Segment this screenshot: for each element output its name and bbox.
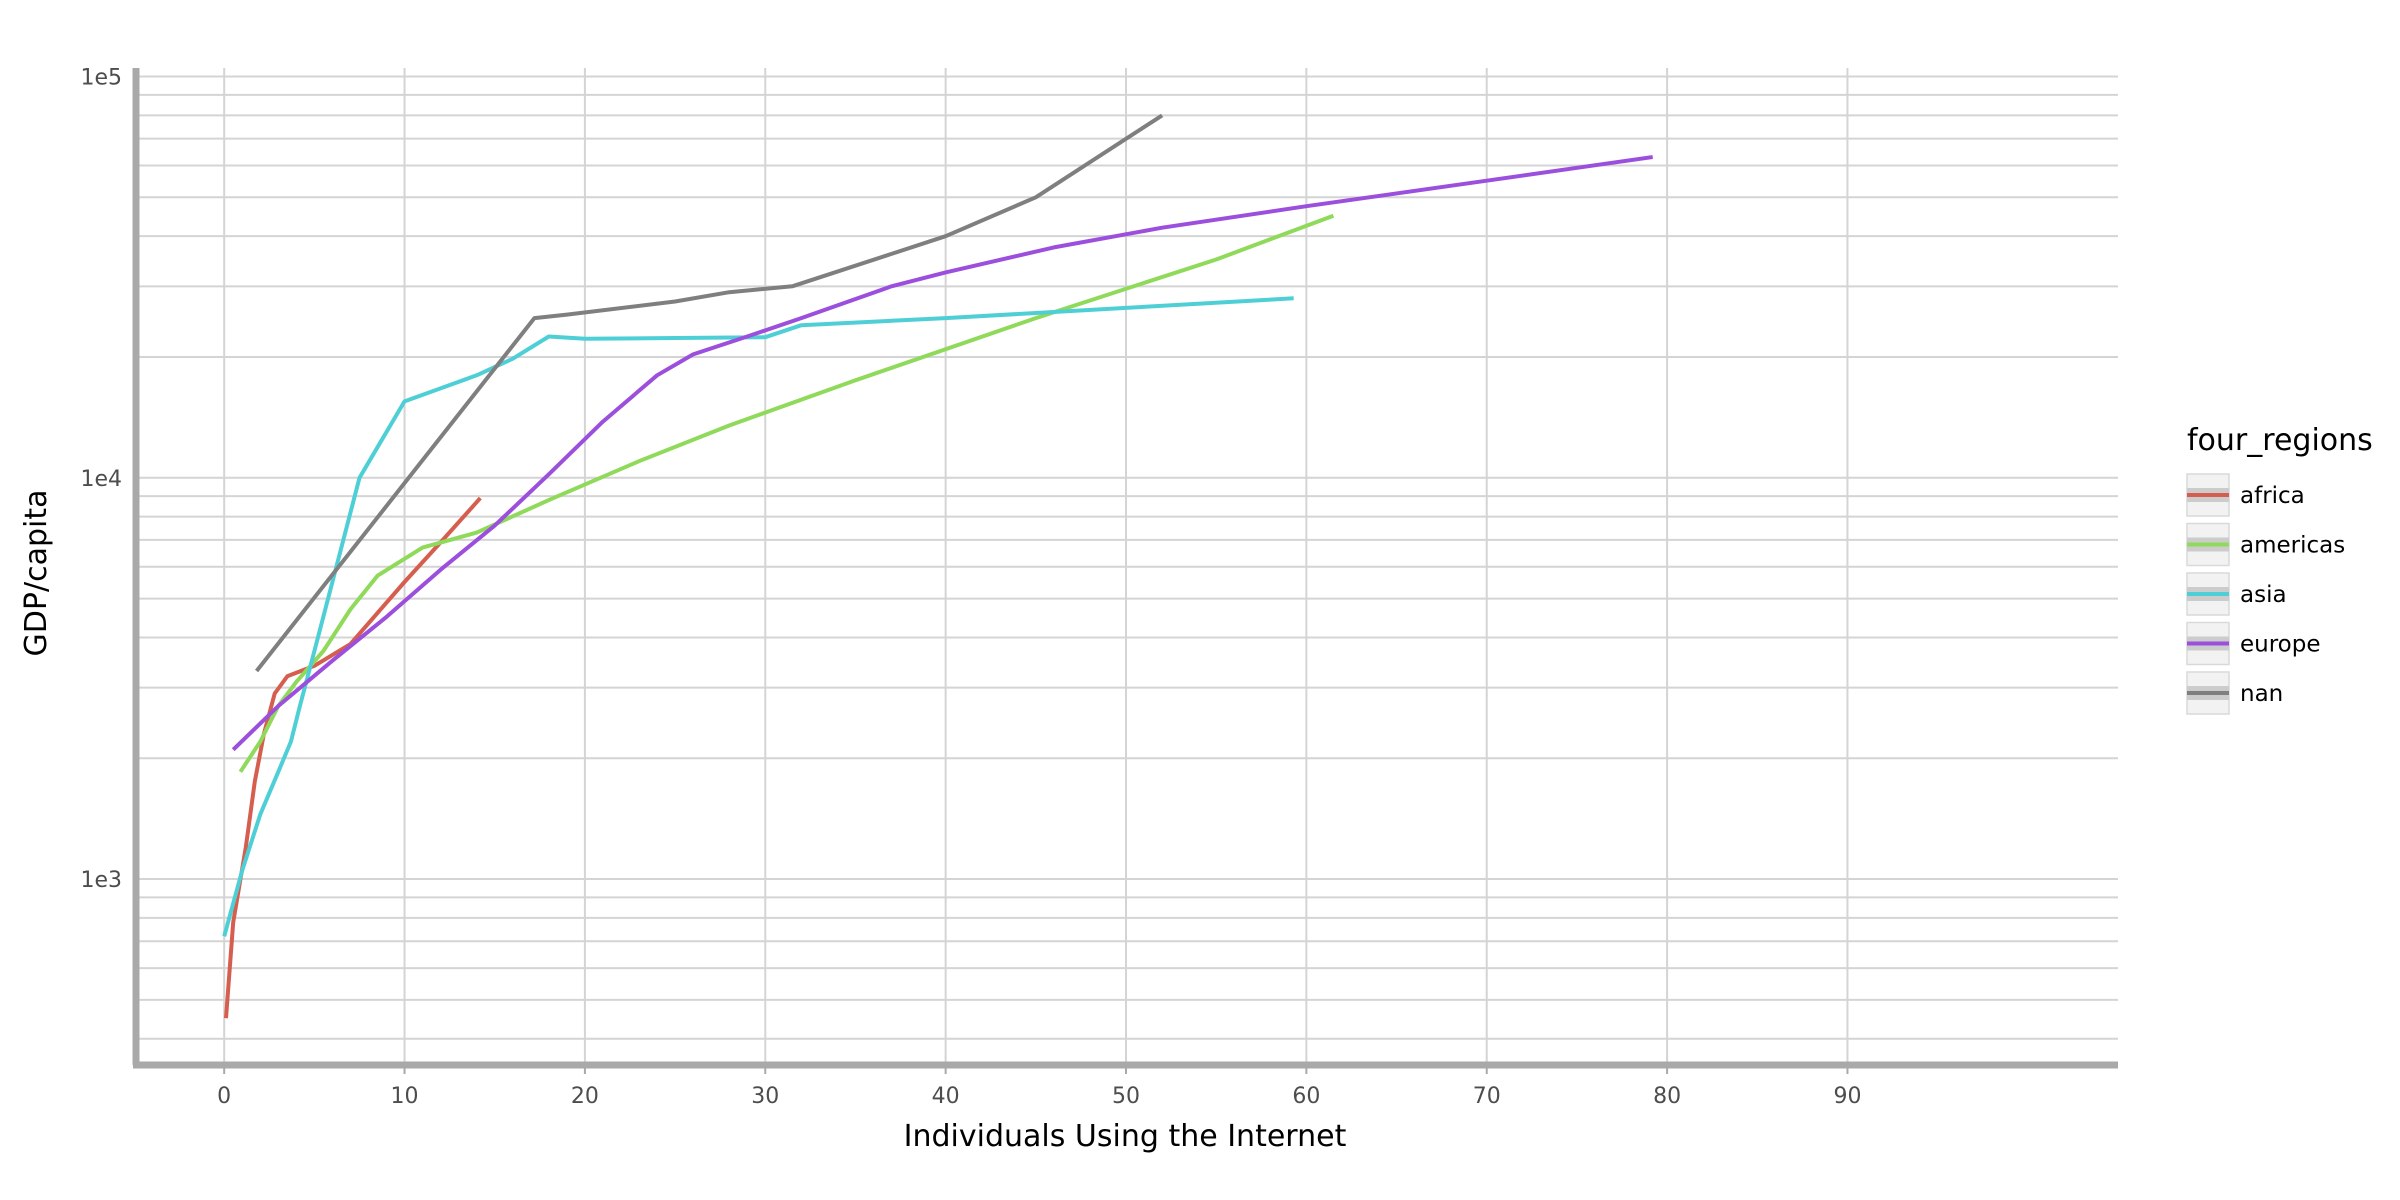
x-tick-label: 50: [1112, 1084, 1140, 1109]
y-tick-label: 1e5: [80, 66, 122, 91]
legend-title: four_regions: [2187, 423, 2373, 458]
legend-label: nan: [2240, 681, 2283, 707]
series-lines: [222, 113, 1653, 1019]
x-axis-title: Individuals Using the Internet: [904, 1119, 1347, 1154]
legend-label: asia: [2240, 582, 2287, 608]
y-tick-label: 1e3: [80, 868, 122, 893]
y-axis-title: GDP/capita: [19, 490, 54, 657]
legend-label: africa: [2240, 483, 2305, 509]
x-tick-label: 80: [1653, 1084, 1681, 1109]
series-line-americas: [238, 213, 1335, 773]
x-tick-label: 40: [932, 1084, 960, 1109]
x-tick-label: 0: [217, 1084, 231, 1109]
legend-item-asia: asia: [2186, 572, 2287, 616]
legend: four_regions africa americas asia europe nan: [2186, 423, 2373, 715]
legend-item-africa: africa: [2186, 473, 2305, 517]
x-tick-labels: 0 10 20 30 40 50 60 70 80 90: [217, 1068, 1861, 1109]
x-tick-label: 30: [751, 1084, 779, 1109]
x-tick-label: 60: [1292, 1084, 1320, 1109]
x-tick-label: 90: [1833, 1084, 1861, 1109]
x-tick-label: 20: [571, 1084, 599, 1109]
legend-items: africa americas asia europe nan: [2186, 473, 2345, 715]
y-tick-label: 1e4: [80, 467, 122, 492]
legend-item-nan: nan: [2186, 671, 2283, 715]
legend-label: americas: [2240, 533, 2345, 559]
series-line-asia: [222, 296, 1294, 937]
legend-label: europe: [2240, 632, 2321, 658]
axes: [132, 68, 2118, 1069]
x-tick-label: 10: [391, 1084, 419, 1109]
x-tick-label: 70: [1473, 1084, 1501, 1109]
series-line-europe: [231, 155, 1653, 752]
y-tick-labels: 1e3 1e4 1e5: [80, 66, 122, 894]
series-line-nan: [255, 113, 1164, 673]
legend-item-europe: europe: [2186, 621, 2321, 666]
legend-item-americas: americas: [2186, 522, 2345, 567]
